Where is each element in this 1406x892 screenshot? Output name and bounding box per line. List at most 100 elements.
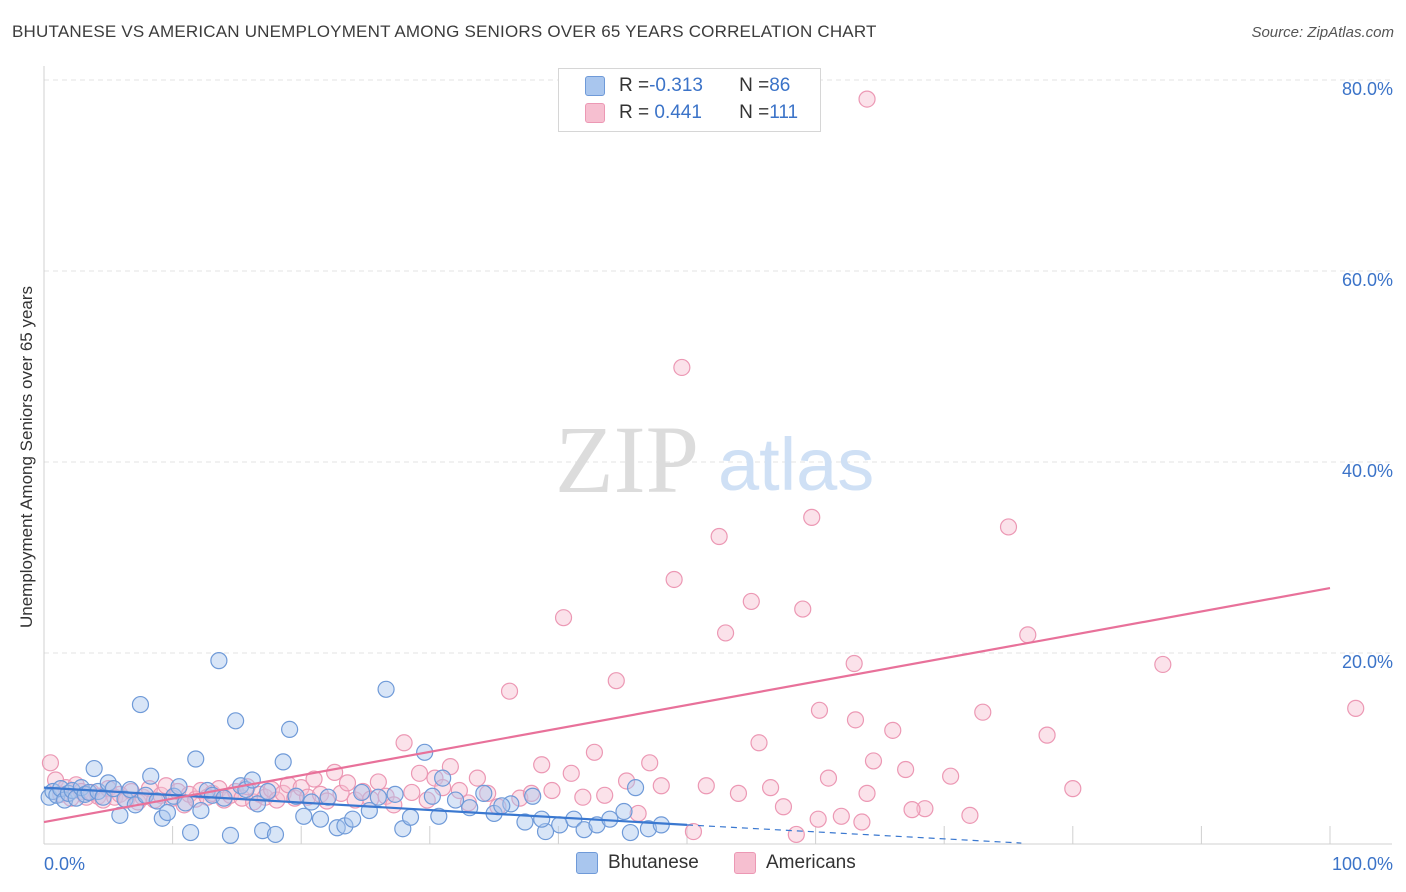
legend-item-bhutanese[interactable]: Bhutanese xyxy=(576,852,699,874)
trend-lines xyxy=(43,586,1331,844)
point-americans xyxy=(810,701,829,719)
point-bhutanese xyxy=(377,680,395,698)
trendline-bhutanese xyxy=(43,786,688,826)
point-americans xyxy=(846,711,865,729)
point-bhutanese xyxy=(369,788,387,806)
y-tick-label: 60.0% xyxy=(1342,270,1393,290)
y-tick-label: 80.0% xyxy=(1342,79,1393,99)
point-americans xyxy=(395,734,413,752)
point-americans xyxy=(543,781,561,800)
point-bhutanese xyxy=(621,823,640,842)
point-americans xyxy=(742,592,760,611)
point-americans xyxy=(809,810,827,828)
point-bhutanese xyxy=(353,783,371,802)
tick-labels: 20.0% 40.0% 60.0% 80.0% 0.0% 100.0% xyxy=(44,79,1393,874)
point-americans xyxy=(710,527,728,546)
point-bhutanese xyxy=(423,787,441,805)
point-americans xyxy=(729,784,748,802)
trendline-bhutanese-extension xyxy=(686,824,1022,844)
point-americans xyxy=(652,777,670,795)
watermark-atlas: atlas xyxy=(718,423,874,506)
chart-source: Source: ZipAtlas.com xyxy=(1251,24,1394,41)
point-bhutanese xyxy=(170,778,188,796)
legend-r-label: R = xyxy=(619,75,650,96)
point-americans xyxy=(1347,699,1365,717)
point-americans xyxy=(845,654,863,673)
point-americans xyxy=(774,798,793,816)
legend-n-label: N = xyxy=(739,75,770,96)
point-americans xyxy=(326,763,344,781)
grid-lines xyxy=(44,79,1392,654)
point-americans xyxy=(961,806,979,824)
point-americans xyxy=(697,777,715,795)
point-americans xyxy=(292,779,310,797)
point-bhutanese xyxy=(192,801,210,820)
point-americans xyxy=(585,743,604,761)
legend-item-americans[interactable]: Americans xyxy=(734,852,856,874)
point-americans xyxy=(794,600,812,618)
legend-n-label: N = xyxy=(739,102,770,123)
series-americans xyxy=(41,90,1365,844)
point-americans xyxy=(369,773,387,791)
axes xyxy=(43,66,1392,845)
point-americans xyxy=(338,774,357,792)
x-tick-label: 100.0% xyxy=(1332,854,1393,874)
point-americans xyxy=(750,734,768,752)
y-tick-label: 20.0% xyxy=(1342,652,1393,672)
correlation-legend: R = -0.313 N = 86 R = 0.441 N = 111 xyxy=(558,68,821,132)
point-bhutanese xyxy=(575,821,593,839)
point-americans xyxy=(450,781,468,800)
x-tick-label: 0.0% xyxy=(44,854,85,874)
point-americans xyxy=(942,767,960,785)
point-americans xyxy=(1154,655,1172,674)
series-bhutanese xyxy=(40,652,670,845)
legend-label-americans: Americans xyxy=(766,852,856,873)
point-americans xyxy=(574,788,592,806)
point-americans xyxy=(819,769,838,787)
point-americans xyxy=(665,570,683,589)
point-americans xyxy=(468,769,486,787)
point-americans xyxy=(522,784,540,802)
point-americans xyxy=(41,754,60,772)
point-americans xyxy=(761,779,780,797)
point-americans xyxy=(641,754,659,772)
point-americans xyxy=(864,752,883,770)
point-americans xyxy=(853,813,871,831)
legend-swatch-bhutanese xyxy=(576,852,598,874)
legend-row-bhutanese: R = -0.313 N = 86 xyxy=(585,73,790,99)
point-americans xyxy=(403,783,421,802)
point-americans xyxy=(332,784,350,802)
trendline-americans xyxy=(43,586,1331,824)
point-americans xyxy=(554,609,573,627)
point-bhutanese xyxy=(311,810,330,828)
point-bhutanese xyxy=(652,816,670,834)
point-americans xyxy=(716,624,735,642)
chart-title: BHUTANESE VS AMERICAN UNEMPLOYMENT AMONG… xyxy=(12,22,877,41)
point-bhutanese xyxy=(287,787,305,805)
point-americans xyxy=(974,703,992,721)
legend-r-value: -0.313 xyxy=(649,75,703,96)
point-bhutanese xyxy=(446,791,465,809)
point-americans xyxy=(533,756,551,774)
watermark-zip: ZIP xyxy=(555,406,699,513)
point-bhutanese xyxy=(615,802,633,821)
point-americans xyxy=(787,825,805,844)
point-americans xyxy=(803,508,821,526)
point-americans xyxy=(858,90,876,108)
point-bhutanese xyxy=(221,826,240,845)
point-bhutanese xyxy=(254,822,272,840)
legend-swatch-pink xyxy=(585,103,605,123)
point-bhutanese xyxy=(259,782,277,801)
point-bhutanese xyxy=(274,753,292,771)
point-americans xyxy=(673,358,691,377)
point-americans xyxy=(684,822,703,841)
point-bhutanese xyxy=(626,779,645,797)
point-americans xyxy=(1038,726,1056,744)
point-bhutanese xyxy=(524,787,542,805)
point-americans xyxy=(596,786,614,804)
legend-n-value: 111 xyxy=(769,102,799,123)
point-americans xyxy=(897,760,915,779)
y-tick-label: 40.0% xyxy=(1342,461,1393,481)
point-bhutanese xyxy=(227,712,245,730)
point-americans xyxy=(999,518,1018,536)
